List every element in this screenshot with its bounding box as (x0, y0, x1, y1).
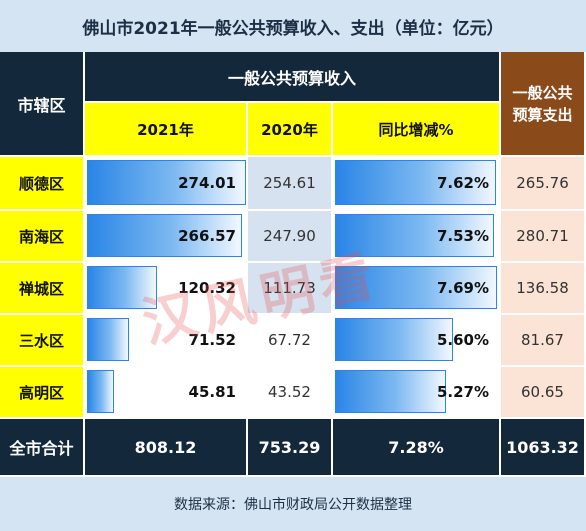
growth-bar (335, 160, 496, 205)
budget-table: 市辖区 一般公共预算收入 一般公共预算支出 2021年 2020年 同比增减% … (0, 52, 586, 477)
revenue-2021-bar (87, 370, 114, 413)
growth-value: 7.53% (436, 227, 489, 245)
revenue-2021-cell: 274.01 (85, 157, 248, 211)
table-title: 佛山市2021年一般公共预算收入、支出（单位：亿元） (0, 0, 586, 52)
revenue-2021-cell: 71.52 (85, 315, 248, 367)
data-source: 数据来源：佛山市财政局公开数据整理 (0, 477, 586, 531)
header-2020: 2020年 (248, 103, 333, 157)
revenue-2020-value: 111.73 (263, 279, 316, 297)
revenue-2020-cell: 254.61 (248, 157, 333, 211)
growth-cell: 5.60% (333, 315, 501, 367)
revenue-2020-value: 247.90 (263, 227, 316, 245)
revenue-2021-bar (87, 318, 129, 361)
revenue-2020-cell: 111.73 (248, 263, 333, 315)
revenue-2020-cell: 43.52 (248, 367, 333, 419)
growth-value: 7.69% (436, 279, 489, 297)
revenue-2021-value: 274.01 (178, 174, 236, 192)
revenue-2021-bar (87, 214, 242, 257)
revenue-2021-cell: 45.81 (85, 367, 248, 419)
growth-bar (335, 214, 494, 257)
expenditure-cell: 60.65 (501, 367, 586, 419)
header-expenditure-label: 一般公共预算支出 (512, 83, 573, 124)
district-name: 禅城区 (0, 263, 85, 315)
header-revenue-group: 一般公共预算收入 (85, 52, 501, 103)
growth-value: 7.62% (436, 174, 489, 192)
revenue-2020-value: 67.72 (268, 331, 311, 349)
revenue-2021-value: 71.52 (188, 331, 236, 349)
growth-value: 5.60% (436, 331, 489, 349)
expenditure-value: 60.65 (521, 383, 564, 401)
header-expenditure: 一般公共预算支出 (501, 52, 586, 157)
growth-cell: 5.27% (333, 367, 501, 419)
district-name: 三水区 (0, 315, 85, 367)
revenue-2021-value: 45.81 (188, 383, 236, 401)
header-2021: 2021年 (85, 103, 248, 157)
growth-cell: 7.62% (333, 157, 501, 211)
growth-value: 5.27% (436, 383, 489, 401)
expenditure-value: 81.67 (521, 331, 564, 349)
header-growth: 同比增减% (333, 103, 501, 157)
revenue-2021-bar (87, 160, 246, 205)
header-district: 市辖区 (0, 52, 85, 157)
revenue-2021-value: 266.57 (178, 227, 236, 245)
revenue-2021-value: 120.32 (178, 279, 236, 297)
expenditure-cell: 265.76 (501, 157, 586, 211)
expenditure-cell: 81.67 (501, 315, 586, 367)
expenditure-value: 136.58 (516, 279, 569, 297)
district-name: 顺德区 (0, 157, 85, 211)
revenue-2020-cell: 67.72 (248, 315, 333, 367)
expenditure-value: 265.76 (516, 174, 569, 192)
revenue-2020-value: 43.52 (268, 383, 311, 401)
total-label: 全市合计 (0, 419, 85, 477)
growth-bar (335, 318, 453, 361)
total-growth: 7.28% (333, 419, 501, 477)
revenue-2020-cell: 247.90 (248, 211, 333, 263)
revenue-2021-bar (87, 266, 157, 309)
revenue-2021-cell: 266.57 (85, 211, 248, 263)
growth-bar (335, 266, 497, 309)
expenditure-cell: 136.58 (501, 263, 586, 315)
total-expenditure: 1063.32 (501, 419, 586, 477)
growth-bar (335, 370, 446, 413)
growth-cell: 7.69% (333, 263, 501, 315)
expenditure-value: 280.71 (516, 227, 569, 245)
total-2020: 753.29 (248, 419, 333, 477)
district-name: 南海区 (0, 211, 85, 263)
revenue-2020-value: 254.61 (263, 174, 316, 192)
total-2021: 808.12 (85, 419, 248, 477)
district-name: 高明区 (0, 367, 85, 419)
growth-cell: 7.53% (333, 211, 501, 263)
expenditure-cell: 280.71 (501, 211, 586, 263)
revenue-2021-cell: 120.32 (85, 263, 248, 315)
